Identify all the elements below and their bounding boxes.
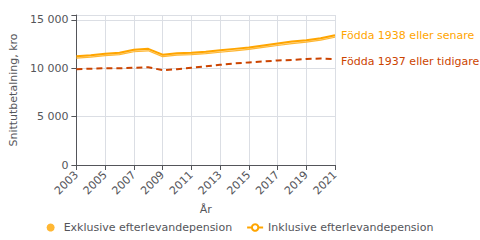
svg-text:2013: 2013 xyxy=(196,168,225,197)
svg-text:Inklusive efterlevandepension: Inklusive efterlevandepension xyxy=(268,221,433,234)
svg-text:2007: 2007 xyxy=(109,168,138,197)
svg-text:15 000: 15 000 xyxy=(30,13,69,26)
svg-text:5 000: 5 000 xyxy=(37,110,69,123)
svg-text:2005: 2005 xyxy=(81,168,110,197)
svg-text:0: 0 xyxy=(61,159,68,172)
svg-text:Snittutbetalning, kro: Snittutbetalning, kro xyxy=(7,33,20,146)
svg-text:2015: 2015 xyxy=(224,168,253,197)
svg-text:Födda 1937 eller tidigare: Födda 1937 eller tidigare xyxy=(341,55,479,68)
svg-text:Födda 1938 eller senare: Födda 1938 eller senare xyxy=(341,29,475,42)
svg-text:Exklusive efterlevandepension: Exklusive efterlevandepension xyxy=(64,221,233,234)
svg-text:2021: 2021 xyxy=(311,168,340,197)
svg-text:10 000: 10 000 xyxy=(30,62,69,75)
svg-text:2011: 2011 xyxy=(167,168,196,197)
svg-text:2003: 2003 xyxy=(52,168,81,197)
svg-text:2019: 2019 xyxy=(282,168,311,197)
svg-text:2017: 2017 xyxy=(253,168,282,197)
svg-text:2009: 2009 xyxy=(138,168,167,197)
svg-text:År: År xyxy=(200,203,213,216)
